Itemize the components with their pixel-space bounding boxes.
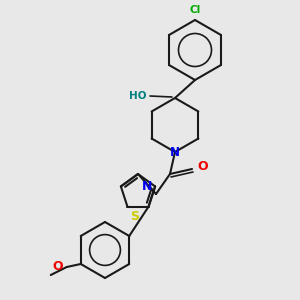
Text: N: N xyxy=(142,180,152,193)
Text: O: O xyxy=(197,160,208,173)
Text: N: N xyxy=(170,146,180,158)
Text: S: S xyxy=(130,210,140,223)
Text: O: O xyxy=(52,260,63,272)
Text: HO: HO xyxy=(130,91,147,101)
Text: Cl: Cl xyxy=(189,5,201,15)
